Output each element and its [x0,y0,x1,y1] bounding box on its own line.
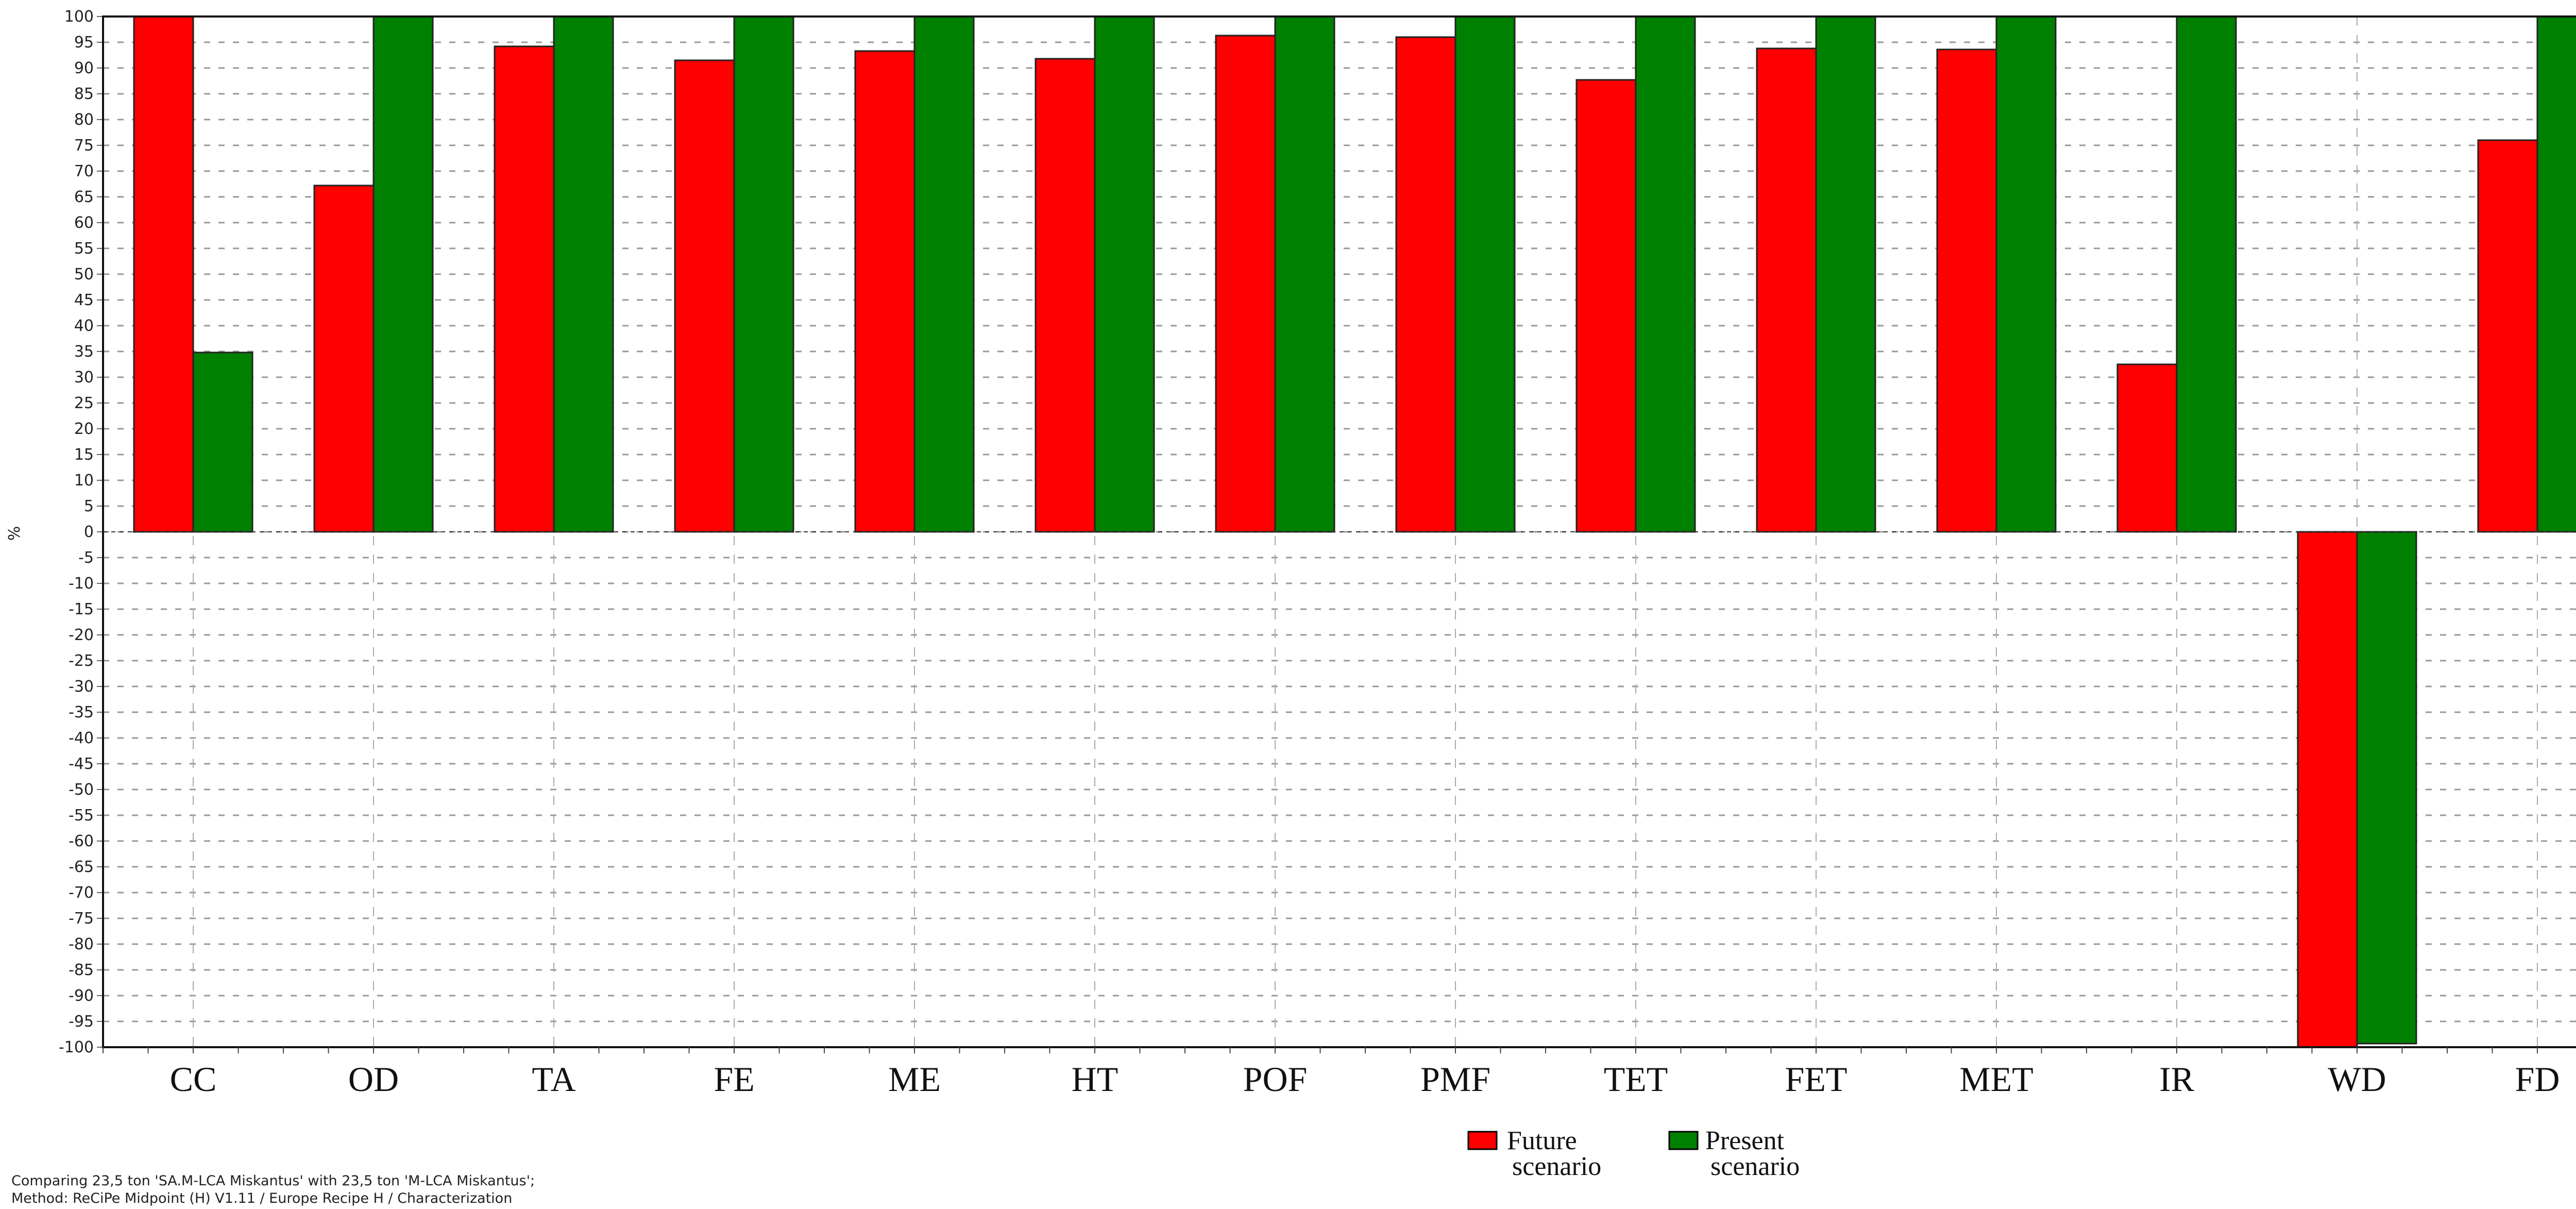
y-tick-label: -75 [69,910,94,928]
x-category-label: WD [2328,1060,2386,1099]
y-tick-label: -25 [69,652,94,670]
y-tick-label: 5 [84,497,94,515]
bar-present-IR [2176,15,2237,533]
bar-present-FET [1815,15,1876,533]
legend-label-present-1: Present [1705,1126,1785,1155]
y-tick-label: -60 [69,832,94,850]
y-axis-label: % [6,526,24,541]
x-category-label: IR [2159,1060,2195,1099]
y-tick-label: 60 [74,214,94,232]
y-tick-label: -5 [78,549,94,567]
bar-present-WD [2356,531,2417,1045]
legend-label-future-1: Future [1507,1126,1577,1155]
bar-future-IR [2116,363,2178,533]
bar-present-TET [1635,15,1696,533]
y-tick-label: -45 [69,755,94,773]
footnote-line-1: Comparing 23,5 ton 'SA.M-LCA Miskantus' … [11,1173,535,1189]
footnote-line-2: Method: ReCiPe Midpoint (H) V1.11 / Euro… [11,1190,512,1206]
x-category-label: OD [348,1060,399,1099]
y-tick-label: -35 [69,703,94,721]
y-tick-label: 10 [74,472,94,490]
bar-present-OD [372,15,434,533]
bar-future-FET [1756,47,1817,533]
y-tick-label: -20 [69,626,94,644]
bar-future-MET [1936,48,1997,533]
y-tick-label: -15 [69,600,94,618]
y-tick-label: 25 [74,394,94,412]
legend-label-present-2: scenario [1710,1152,1800,1181]
y-tick-label: 40 [74,317,94,335]
axes [97,15,2576,1053]
bar-present-HT [1094,15,1155,533]
y-tick-label: 70 [74,162,94,180]
bar-future-FE [674,59,735,533]
y-tick-label: 0 [84,523,94,541]
y-tick-label: 20 [74,420,94,438]
x-category-label: TA [532,1060,575,1099]
bar-future-OD [313,184,375,533]
y-tick-label: 30 [74,368,94,387]
y-tick-label: 100 [64,8,94,26]
y-tick-label: -50 [69,781,94,799]
y-tick-label: 45 [74,291,94,309]
y-tick-label: 90 [74,59,94,77]
bar-present-PMF [1454,15,1516,533]
bar-future-HT [1035,58,1096,533]
y-tick-label: 75 [74,137,94,155]
y-tick-label: -65 [69,858,94,876]
y-tick-label: 35 [74,343,94,361]
bar-present-POF [1274,15,1335,533]
x-category-label: HT [1072,1060,1118,1099]
bar-future-ME [854,50,916,533]
bar-present-TA [553,15,614,533]
legend-label-future-2: scenario [1512,1152,1601,1181]
y-tick-label: -85 [69,961,94,979]
x-category-label: MET [1959,1060,2033,1099]
bar-present-MET [1995,15,2057,533]
bar-future-FD [2477,139,2538,533]
x-category-labels: CC OD TA FE ME HT POF PMF TET FET MET IR WD FD [170,1060,2560,1099]
y-tick-label: 80 [74,111,94,129]
y-tick-label: 55 [74,240,94,258]
x-category-label: FD [2515,1060,2560,1099]
y-tick-label: -80 [69,935,94,953]
y-tick-label: -95 [69,1013,94,1031]
y-tick-label: -100 [59,1038,94,1056]
x-category-label: PMF [1420,1060,1490,1099]
legend-swatch-present [1668,1131,1699,1150]
bar-future-CC [133,15,194,533]
legend-swatch-future [1467,1131,1498,1150]
bar-future-POF [1215,35,1276,533]
x-category-label: TET [1604,1060,1668,1099]
bar-future-WD [2297,531,2358,1048]
y-tick-label: -55 [69,807,94,825]
y-tick-label: -10 [69,575,94,593]
bars [133,15,2576,1048]
bar-present-CC [192,351,253,533]
y-tick-label: -30 [69,678,94,696]
x-category-label: ME [888,1060,941,1099]
y-tick-label: -40 [69,729,94,747]
bar-present-FD [2536,15,2576,533]
y-tick-labels: -100-95-90-85-80-75-70-65-60-55-50-45-40… [59,8,94,1056]
x-category-label: FE [714,1060,754,1099]
legend: Future scenario Present scenario [1467,1126,1800,1181]
bar-future-TET [1575,79,1637,533]
y-tick-label: 85 [74,85,94,103]
x-category-label: FET [1785,1060,1848,1099]
y-tick-label: 95 [74,33,94,52]
y-tick-label: 65 [74,188,94,206]
bar-future-TA [494,45,555,533]
x-category-label: CC [170,1060,217,1099]
y-tick-label: -90 [69,987,94,1005]
y-tick-label: 50 [74,265,94,283]
y-tick-label: -70 [69,884,94,902]
bar-future-PMF [1395,36,1456,533]
y-tick-label: 15 [74,446,94,464]
bar-present-FE [733,15,794,533]
bar-present-ME [913,15,975,533]
x-category-label: POF [1243,1060,1308,1099]
